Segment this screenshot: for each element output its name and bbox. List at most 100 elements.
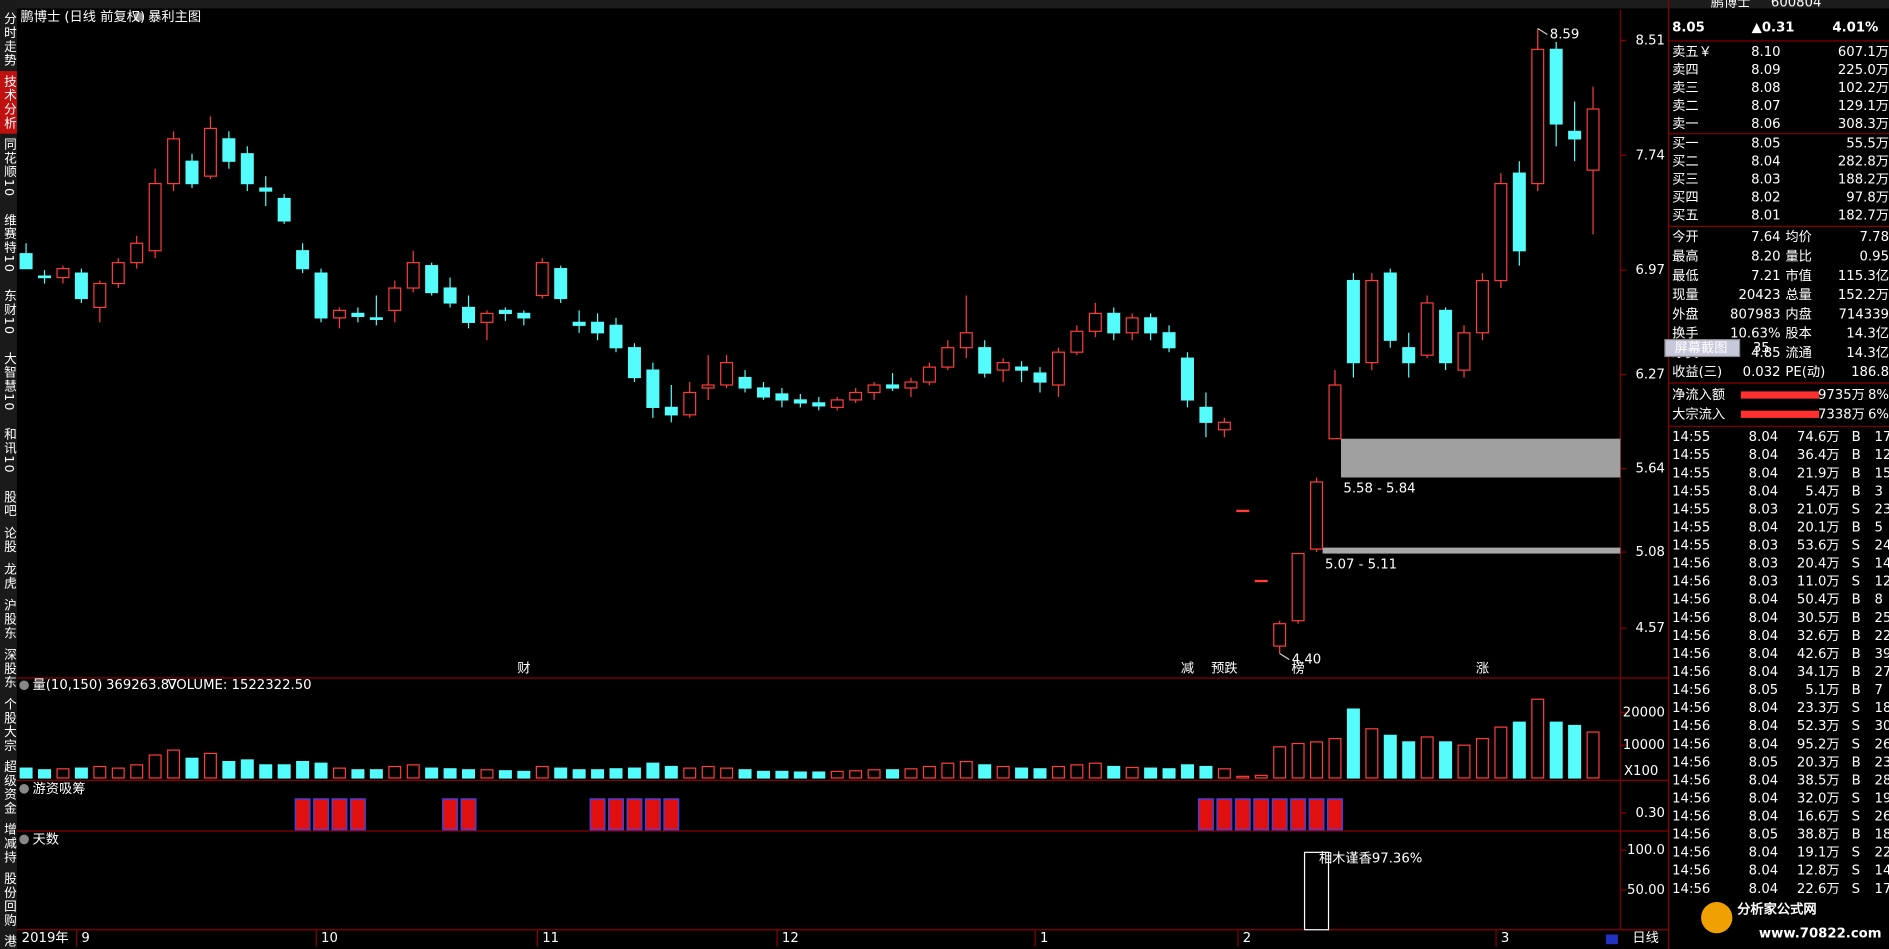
trade-price: 8.03 xyxy=(1749,557,1778,572)
volume-bar xyxy=(720,767,734,779)
trade-side: B xyxy=(1852,466,1861,481)
candle-body xyxy=(646,369,660,408)
volume-bar xyxy=(498,770,512,779)
price-change: ▲0.31 xyxy=(1752,21,1795,36)
stat-label: 内盘 xyxy=(1785,305,1811,322)
volume-bar xyxy=(627,767,641,779)
indicator-bar xyxy=(644,798,661,831)
candle-body xyxy=(1162,332,1176,349)
trade-count: 18 xyxy=(1875,701,1889,716)
trade-price: 8.03 xyxy=(1749,575,1778,590)
volume-bar xyxy=(812,771,826,779)
trade-side: S xyxy=(1852,701,1860,716)
panel-title: 天数 xyxy=(33,831,59,847)
trade-volume: 20.4万 xyxy=(1797,557,1840,572)
candle-body xyxy=(1328,384,1342,440)
volume-bar xyxy=(922,765,936,779)
candle-body xyxy=(93,282,107,309)
volume-bar xyxy=(1107,765,1121,779)
candle-body xyxy=(406,262,420,289)
period-label[interactable]: 日线 xyxy=(1632,930,1658,946)
volume-bar xyxy=(1051,765,1065,779)
side-tab[interactable]: 超级资金 xyxy=(2,760,17,815)
panel-menu-icon[interactable] xyxy=(19,784,29,794)
year-label: 2019年 xyxy=(22,930,69,946)
panel-icons xyxy=(19,12,144,845)
candle-body xyxy=(775,393,789,401)
volume-bar xyxy=(314,762,328,779)
y-tick-label: 0.30 xyxy=(1635,806,1664,821)
top-toolbar[interactable] xyxy=(0,0,1889,9)
volume-bar xyxy=(683,767,697,779)
panel-menu-icon[interactable] xyxy=(19,834,29,845)
book-price: 8.01 xyxy=(1751,209,1780,224)
side-tab[interactable]: 增减持 xyxy=(2,823,17,865)
trade-price: 8.05 xyxy=(1749,828,1778,843)
side-tab[interactable]: 股吧 xyxy=(2,490,17,518)
side-tab[interactable]: 股份回购 xyxy=(2,872,17,927)
price-mark-label: 8.59 xyxy=(1550,27,1579,42)
volume-bar xyxy=(609,768,623,779)
candle-body xyxy=(351,312,365,317)
stat-label: 现量 xyxy=(1672,287,1698,303)
volume-bar xyxy=(1015,767,1029,779)
side-tab[interactable]: 分时走势 xyxy=(2,12,17,67)
volume-bar xyxy=(1365,728,1379,779)
volume-bar xyxy=(240,759,254,779)
volume-bar xyxy=(462,769,476,779)
volume-bar xyxy=(388,765,402,779)
indicator-bar xyxy=(1326,798,1343,831)
trade-price: 8.04 xyxy=(1749,810,1778,825)
candle-body xyxy=(296,250,310,270)
side-tab[interactable]: 东财10 xyxy=(2,289,17,335)
side-tab[interactable]: 沪股东 xyxy=(2,599,17,641)
side-tab[interactable]: 大智慧10 xyxy=(2,352,17,412)
candle-body xyxy=(388,287,402,312)
trade-side: B xyxy=(1852,611,1861,626)
volume-bar xyxy=(1236,775,1250,779)
trade-time: 14:56 xyxy=(1672,737,1710,752)
volume-bar xyxy=(1512,721,1526,779)
candle-body xyxy=(572,321,586,326)
candle-body xyxy=(1531,48,1545,185)
volume-bar xyxy=(369,769,383,779)
side-tab[interactable]: 港通持股 xyxy=(2,935,17,949)
scroll-button[interactable] xyxy=(1605,934,1618,945)
side-tab[interactable]: 技术分析 xyxy=(2,75,17,130)
trade-volume: 20.3万 xyxy=(1797,755,1840,770)
stat-label: 换手 xyxy=(1672,326,1698,342)
trade-time: 14:56 xyxy=(1672,846,1710,861)
panel-menu-icon[interactable] xyxy=(19,680,29,691)
side-tab[interactable]: 龙虎 xyxy=(2,562,17,590)
candle-body xyxy=(1439,309,1453,364)
event-label: 涨 xyxy=(1476,660,1489,676)
book-price: 8.04 xyxy=(1751,154,1780,169)
trade-count: 8 xyxy=(1875,593,1883,608)
candle-body xyxy=(793,399,807,404)
chart-title: 鹏博士 (日线 前复权) xyxy=(20,8,145,25)
trade-time: 14:56 xyxy=(1672,665,1710,680)
trade-side: B xyxy=(1852,647,1861,662)
side-tab[interactable]: 深股东 xyxy=(2,648,17,690)
stat-value: 7.78 xyxy=(1860,230,1889,245)
side-tab[interactable]: 论股 xyxy=(2,526,17,554)
y-tick-label: 8.51 xyxy=(1635,33,1664,48)
trade-volume: 53.6万 xyxy=(1797,539,1840,554)
side-tab[interactable]: 个股大宗 xyxy=(2,697,17,752)
book-level: 卖二 xyxy=(1672,98,1698,114)
panel-menu-icon[interactable] xyxy=(133,12,144,22)
trade-side: B xyxy=(1852,484,1861,499)
side-tab[interactable]: 和讯10 xyxy=(2,428,17,474)
trade-price: 8.04 xyxy=(1749,882,1778,897)
trade-side: B xyxy=(1852,665,1861,680)
stat-value: 20423 xyxy=(1738,288,1780,303)
trade-count: 19 xyxy=(1875,791,1889,806)
side-tab[interactable]: 维赛特10 xyxy=(2,213,17,273)
candle-body xyxy=(498,309,512,314)
volume-bar xyxy=(1254,774,1268,779)
trade-side: B xyxy=(1852,593,1861,608)
side-tab[interactable]: 同花顺10 xyxy=(2,137,17,197)
trade-time: 14:55 xyxy=(1672,502,1710,517)
volume-bar xyxy=(1346,708,1360,779)
